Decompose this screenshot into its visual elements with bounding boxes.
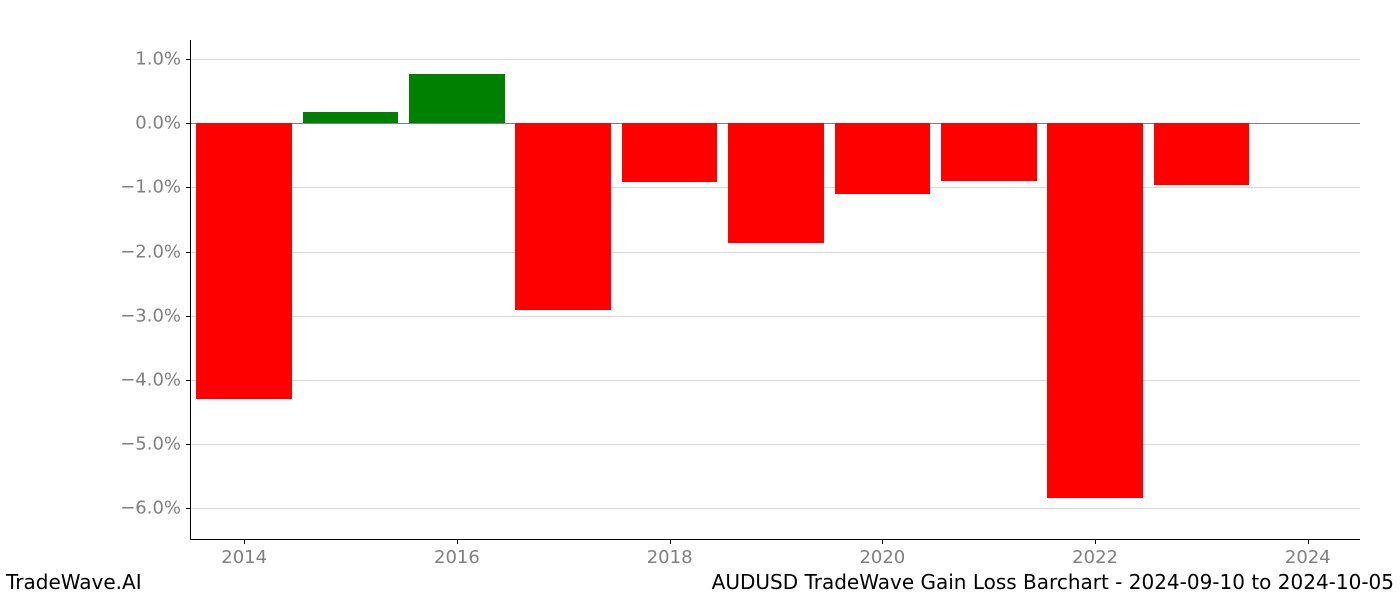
gridline — [191, 380, 1360, 381]
bar-2017 — [515, 123, 611, 310]
y-tick-label: −3.0% — [120, 305, 191, 326]
y-tick-label: 1.0% — [135, 49, 191, 70]
y-tick-label: −6.0% — [120, 497, 191, 518]
gridline — [191, 444, 1360, 445]
y-tick-label: −1.0% — [120, 177, 191, 198]
gain-loss-barchart: −6.0%−5.0%−4.0%−3.0%−2.0%−1.0%0.0%1.0%20… — [190, 40, 1360, 540]
y-tick-label: −2.0% — [120, 241, 191, 262]
gridline — [191, 252, 1360, 253]
bar-2014 — [196, 123, 292, 399]
bar-2020 — [835, 123, 931, 194]
bar-2022 — [1047, 123, 1143, 498]
gridline — [191, 59, 1360, 60]
bar-2021 — [941, 123, 1037, 181]
x-tick-label: 2024 — [1285, 539, 1331, 568]
footer-brand: TradeWave.AI — [6, 570, 142, 594]
footer-caption: AUDUSD TradeWave Gain Loss Barchart - 20… — [712, 570, 1394, 594]
bar-2015 — [303, 112, 399, 124]
gridline — [191, 316, 1360, 317]
x-tick-label: 2020 — [859, 539, 905, 568]
bar-2023 — [1154, 123, 1250, 185]
y-tick-label: −5.0% — [120, 433, 191, 454]
x-tick-label: 2018 — [647, 539, 693, 568]
x-tick-label: 2016 — [434, 539, 480, 568]
gridline — [191, 508, 1360, 509]
bar-2018 — [622, 123, 718, 181]
x-tick-label: 2022 — [1072, 539, 1118, 568]
y-tick-label: −4.0% — [120, 369, 191, 390]
x-tick-label: 2014 — [221, 539, 267, 568]
bar-2016 — [409, 74, 505, 123]
y-tick-label: 0.0% — [135, 113, 191, 134]
bar-2019 — [728, 123, 824, 243]
